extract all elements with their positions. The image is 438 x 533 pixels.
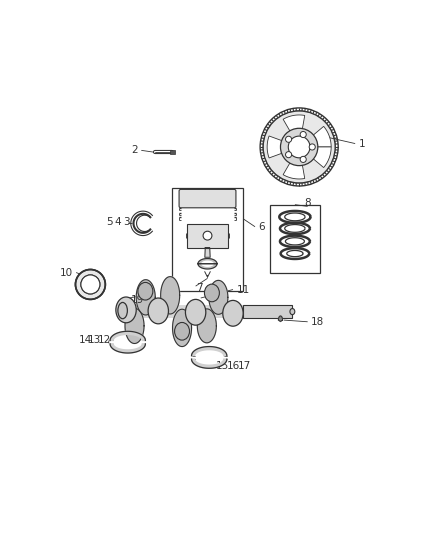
Text: 5: 5 [106,216,113,227]
Polygon shape [110,332,145,341]
Text: 7: 7 [196,283,202,293]
Polygon shape [310,147,331,167]
Polygon shape [191,346,227,356]
Ellipse shape [138,282,153,300]
Polygon shape [209,280,228,314]
Polygon shape [173,309,191,346]
Bar [172,188,243,291]
Ellipse shape [148,298,169,324]
Circle shape [309,144,315,150]
Polygon shape [205,247,210,257]
Circle shape [286,136,292,142]
Polygon shape [198,259,217,264]
Text: 8: 8 [304,198,311,208]
Text: 16: 16 [226,361,240,371]
Text: 6: 6 [258,222,265,232]
Circle shape [286,151,292,158]
Circle shape [75,270,105,300]
Circle shape [300,156,306,163]
Text: 3: 3 [123,216,129,227]
Polygon shape [198,309,216,343]
Text: 1: 1 [359,139,365,149]
Text: 12: 12 [97,335,111,345]
Text: 18: 18 [311,317,324,327]
Polygon shape [161,277,180,314]
Text: 10: 10 [60,268,73,278]
Text: 15: 15 [216,361,230,371]
Ellipse shape [223,301,243,326]
Polygon shape [283,159,305,179]
Text: 11: 11 [237,285,250,295]
Text: 4: 4 [114,216,121,227]
Polygon shape [267,136,286,158]
Text: 19: 19 [131,295,145,305]
Polygon shape [198,264,217,269]
Polygon shape [310,126,331,147]
Ellipse shape [118,302,127,319]
Bar [270,205,320,272]
Ellipse shape [290,309,295,314]
Polygon shape [191,359,227,368]
Ellipse shape [185,300,206,325]
Polygon shape [125,308,144,343]
FancyBboxPatch shape [179,189,236,208]
Circle shape [280,128,318,166]
Bar [170,150,175,155]
Circle shape [81,275,100,294]
Polygon shape [279,316,283,321]
Ellipse shape [205,284,219,302]
Polygon shape [136,280,155,315]
Bar [243,305,293,318]
Text: 13: 13 [88,335,102,345]
Circle shape [263,111,335,183]
Polygon shape [283,115,305,135]
Circle shape [300,132,306,138]
Text: 14: 14 [79,335,92,345]
Ellipse shape [175,322,190,340]
Bar [187,224,228,247]
Circle shape [288,136,310,158]
Circle shape [203,231,212,240]
Bar [123,305,250,318]
Polygon shape [110,344,145,353]
Text: 2: 2 [131,146,138,155]
Text: 17: 17 [237,361,251,371]
Ellipse shape [116,297,136,323]
